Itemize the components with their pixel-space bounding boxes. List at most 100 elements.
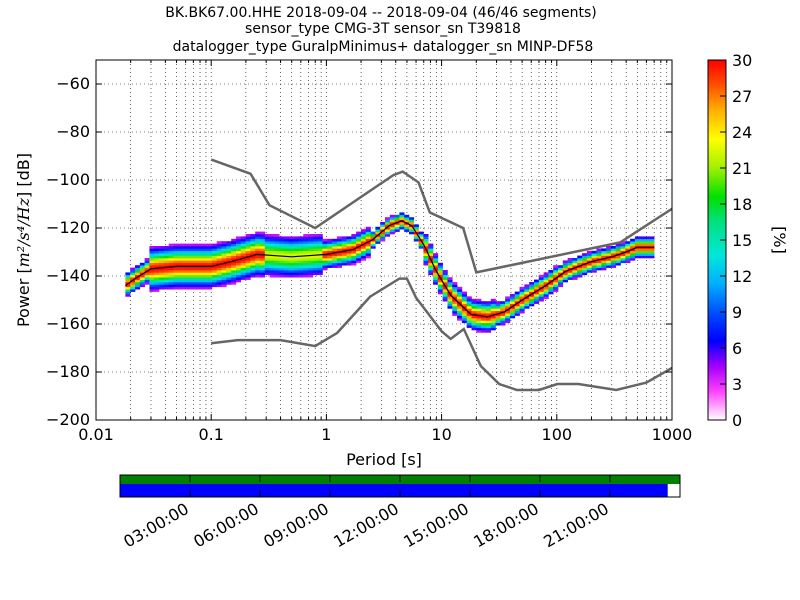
heatmap-cell bbox=[317, 243, 323, 247]
heatmap-cell bbox=[457, 289, 463, 292]
heatmap-cell bbox=[235, 238, 242, 242]
heatmap-cell bbox=[312, 260, 318, 264]
heatmap-cell bbox=[336, 262, 343, 266]
title-line-1: BK.BK67.00.HHE 2018-09-04 -- 2018-09-04 … bbox=[165, 5, 597, 21]
heatmap-cell bbox=[245, 253, 251, 256]
heatmap-cell bbox=[269, 270, 275, 273]
heatmap-cell bbox=[533, 294, 540, 297]
heatmap-cell bbox=[144, 279, 150, 283]
heatmap-cell bbox=[279, 255, 285, 259]
heatmap-cell bbox=[202, 260, 208, 264]
heatmap-cell bbox=[269, 274, 275, 278]
heatmap-cell bbox=[312, 246, 318, 249]
y-axis-label: Power [m²/s⁴/Hz] [dB] bbox=[14, 153, 33, 327]
heatmap-cell bbox=[149, 250, 155, 254]
heatmap-cell bbox=[192, 270, 198, 273]
heatmap-cell bbox=[216, 243, 222, 247]
heatmap-cell bbox=[409, 229, 415, 232]
heatmap-cell bbox=[625, 250, 631, 254]
heatmap-cell bbox=[428, 260, 434, 264]
heatmap-cell bbox=[173, 258, 179, 261]
heatmap-cell bbox=[235, 267, 242, 271]
heatmap-cell bbox=[538, 277, 544, 280]
heatmap-cell bbox=[183, 279, 189, 283]
heatmap-cell bbox=[187, 277, 194, 280]
heatmap-cell bbox=[625, 260, 631, 264]
heatmap-cell bbox=[312, 265, 318, 268]
colorbar-tick-label: 3 bbox=[732, 375, 742, 394]
heatmap-cell bbox=[485, 325, 492, 328]
heatmap-cell bbox=[231, 241, 237, 244]
heatmap-cell bbox=[577, 267, 583, 271]
heatmap-cell bbox=[428, 250, 434, 254]
heatmap-cell bbox=[226, 241, 232, 244]
heatmap-cell bbox=[500, 315, 506, 319]
heatmap-cell bbox=[207, 277, 213, 280]
heatmap-cell bbox=[317, 248, 323, 252]
heatmap-cell bbox=[298, 250, 304, 254]
heatmap-cell bbox=[211, 253, 218, 256]
heatmap-cell bbox=[274, 236, 280, 240]
heatmap-cell bbox=[591, 267, 597, 271]
heatmap-cell bbox=[370, 236, 376, 240]
heatmap-cell bbox=[644, 236, 650, 240]
heatmap-cell bbox=[649, 248, 655, 252]
heatmap-cell bbox=[303, 262, 309, 266]
heatmap-cell bbox=[548, 284, 554, 288]
heatmap-cell bbox=[558, 274, 564, 278]
heatmap-cell bbox=[173, 267, 179, 271]
heatmap-cell bbox=[317, 270, 323, 273]
heatmap-cell bbox=[264, 255, 270, 259]
heatmap-cell bbox=[149, 277, 155, 280]
heatmap-cell bbox=[380, 231, 386, 235]
heatmap-cell bbox=[187, 248, 194, 252]
heatmap-cell bbox=[308, 255, 314, 259]
heatmap-cell bbox=[615, 248, 621, 252]
heatmap-cell bbox=[197, 248, 203, 252]
heatmap-cell bbox=[197, 272, 203, 276]
heatmap-cell bbox=[615, 262, 621, 266]
heatmap-cell bbox=[591, 260, 597, 264]
heatmap-cell bbox=[159, 262, 165, 266]
heatmap-cell bbox=[586, 250, 592, 254]
heatmap-cell bbox=[433, 274, 439, 278]
heatmap-cell bbox=[586, 262, 592, 266]
heatmap-cell bbox=[490, 320, 496, 324]
heatmap-cell bbox=[231, 246, 237, 249]
heatmap-cell bbox=[125, 277, 131, 280]
heatmap-cell bbox=[173, 270, 179, 273]
heatmap-cell bbox=[336, 258, 343, 261]
heatmap-cell bbox=[529, 298, 535, 302]
colorbar-tick-label: 21 bbox=[732, 159, 752, 178]
heatmap-cell bbox=[284, 250, 290, 254]
heatmap-cell bbox=[389, 229, 395, 232]
heatmap-cell bbox=[149, 258, 155, 261]
heatmap-cell bbox=[259, 270, 266, 273]
heatmap-cell bbox=[481, 327, 487, 331]
ppsd-plot: −200 −180 −160 −140 −120 −100 −80 −60 0.01 0.1 1 1… bbox=[14, 59, 692, 469]
heatmap-cell bbox=[577, 270, 583, 273]
heatmap-cell bbox=[187, 243, 194, 247]
y-tick-label: −140 bbox=[46, 266, 90, 285]
heatmap-cell bbox=[303, 270, 309, 273]
heatmap-cell bbox=[187, 246, 194, 249]
heatmap-cell bbox=[620, 241, 626, 244]
heatmap-cell bbox=[274, 238, 280, 242]
x-tick-label: 0.01 bbox=[78, 425, 114, 444]
heatmap-cell bbox=[298, 274, 304, 278]
heatmap-cell bbox=[481, 325, 487, 328]
heatmap-cell bbox=[163, 267, 169, 271]
heatmap-cell bbox=[139, 282, 145, 285]
heatmap-cell bbox=[183, 255, 189, 259]
y-axis-ticks: −200 −180 −160 −140 −120 −100 −80 −60 bbox=[46, 74, 672, 429]
heatmap-cell bbox=[274, 255, 280, 259]
heatmap-cell bbox=[284, 265, 290, 268]
heatmap-cell bbox=[154, 258, 160, 261]
heatmap-cell bbox=[264, 250, 270, 254]
heatmap-cell bbox=[255, 246, 261, 249]
heatmap-cell bbox=[471, 310, 477, 314]
heatmap-cell bbox=[423, 234, 429, 237]
heatmap-cell bbox=[533, 298, 540, 302]
heatmap-cell bbox=[514, 291, 520, 295]
heatmap-cell bbox=[365, 236, 371, 240]
